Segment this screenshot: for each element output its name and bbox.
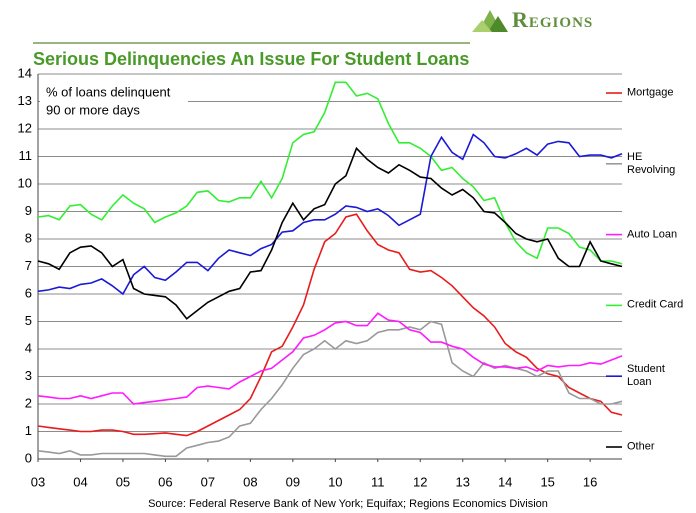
series-line [37,312,623,405]
y-tick-label: 11 [19,148,33,163]
x-tick-label: 11 [371,474,385,489]
legend-label: Student Loan [627,363,665,389]
y-tick-label: 9 [25,203,32,218]
x-tick-label: 04 [73,474,87,489]
y-tick-label: 12 [18,120,32,135]
y-tick-label: 2 [25,395,32,410]
logo-mark [472,10,508,32]
series-line [37,133,623,296]
x-tick-label: 03 [31,474,45,489]
logo-text: Regions [512,7,593,32]
series-line [37,320,623,458]
x-tick-label: 14 [498,474,512,489]
y-tick-label: 13 [18,93,32,108]
series-line [37,146,623,320]
x-tick-label: 07 [201,474,215,489]
legend-label: Auto Loan [627,228,678,241]
y-tick-label: 4 [25,340,32,355]
series-line [37,81,623,265]
y-tick-label: 14 [18,65,32,80]
y-tick-label: 3 [25,368,32,383]
annotation-box [40,78,188,124]
annotation: % of loans delinquent [46,84,171,99]
legend-label: Credit Card [627,298,684,311]
x-tick-label: 16 [583,474,597,489]
y-tick-label: 6 [25,285,32,300]
y-tick-label: 10 [18,175,32,190]
legend-label: Other [627,440,655,453]
legend-label: Mortgage [627,86,674,99]
x-tick-label: 10 [328,474,342,489]
y-tick-label: 0 [25,450,32,465]
y-tick-label: 5 [25,313,32,328]
annotation: 90 or more days [46,102,140,117]
series-line [37,213,623,437]
x-tick-label: 12 [413,474,427,489]
y-tick-label: 1 [25,423,32,438]
legend-label: HE Revolving [627,150,676,176]
x-tick-label: 05 [116,474,130,489]
x-tick-label: 15 [540,474,554,489]
x-tick-label: 08 [243,474,257,489]
source-note: Source: Federal Reserve Bank of New York… [148,498,548,510]
chart-title: Serious Delinquencies An Issue For Stude… [33,49,469,69]
y-tick-label: 8 [25,230,32,245]
x-tick-label: 06 [158,474,172,489]
x-tick-label: 13 [455,474,469,489]
x-tick-label: 09 [286,474,300,489]
y-tick-label: 7 [25,258,32,273]
